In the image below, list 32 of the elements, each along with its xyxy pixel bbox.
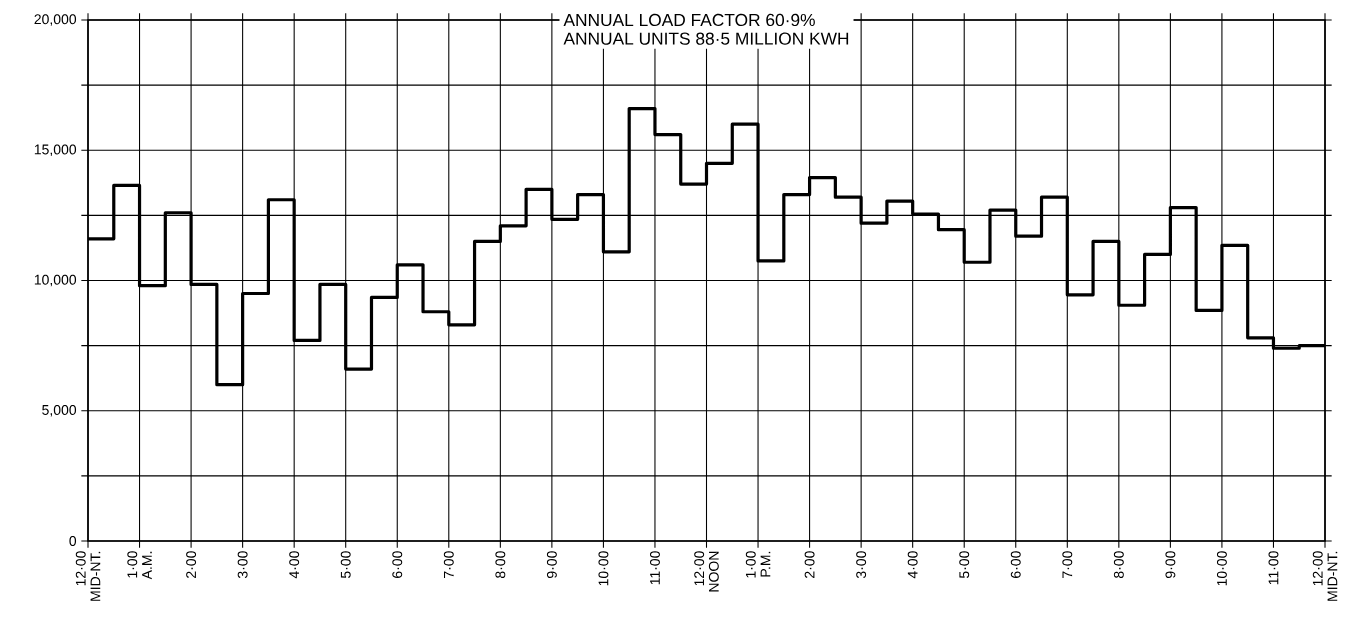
- annotation: ANNUAL UNITS 88·5 MILLION KWH: [563, 32, 849, 45]
- x-tick-label: 4·00: [289, 551, 300, 579]
- x-tick-label: 5·00: [959, 551, 970, 579]
- x-tick-label: 10·00: [1216, 551, 1227, 586]
- x-tick-label: 6·00: [392, 551, 403, 578]
- x-tick-label: 2·00: [804, 551, 815, 578]
- annotation: ANNUAL LOAD FACTOR 60·9%: [563, 13, 815, 27]
- x-tick-label: 11·00: [1268, 551, 1279, 585]
- x-tick-label: 8·00: [1113, 551, 1124, 579]
- y-tick-label: 15,000: [34, 144, 77, 157]
- y-tick-label: 20,000: [34, 14, 77, 26]
- x-tick-label: 12·00 NOON: [694, 551, 719, 592]
- x-tick-label: 7·00: [443, 551, 454, 578]
- x-tick-label: 12·00 MID-NT.: [75, 551, 101, 601]
- x-tick-label: 2·00: [186, 551, 197, 578]
- x-tick-label: 5·00: [340, 551, 351, 579]
- y-tick-label: 10,000: [34, 274, 77, 287]
- x-tick-label: 8·00: [495, 551, 506, 579]
- x-tick-label: 12·00 MID-NT.: [1312, 551, 1338, 601]
- x-tick-label: 1·00 A.M.: [127, 551, 152, 580]
- x-tick-label: 1·00 P.M.: [745, 551, 771, 578]
- x-tick-label: 9·00: [546, 551, 557, 578]
- x-tick-label: 11·00: [650, 551, 660, 585]
- x-tick-label: 3·00: [856, 551, 867, 579]
- x-tick-label: 10·00: [598, 551, 609, 586]
- x-tick-label: 4·00: [907, 551, 918, 579]
- x-tick-label: 3·00: [237, 551, 248, 579]
- x-tick-label: 9·00: [1165, 551, 1176, 578]
- y-tick-label: 5,000: [42, 404, 77, 417]
- y-tick-label: 0: [69, 536, 77, 546]
- x-tick-label: 7·00: [1062, 551, 1073, 578]
- x-tick-label: 6·00: [1010, 551, 1021, 578]
